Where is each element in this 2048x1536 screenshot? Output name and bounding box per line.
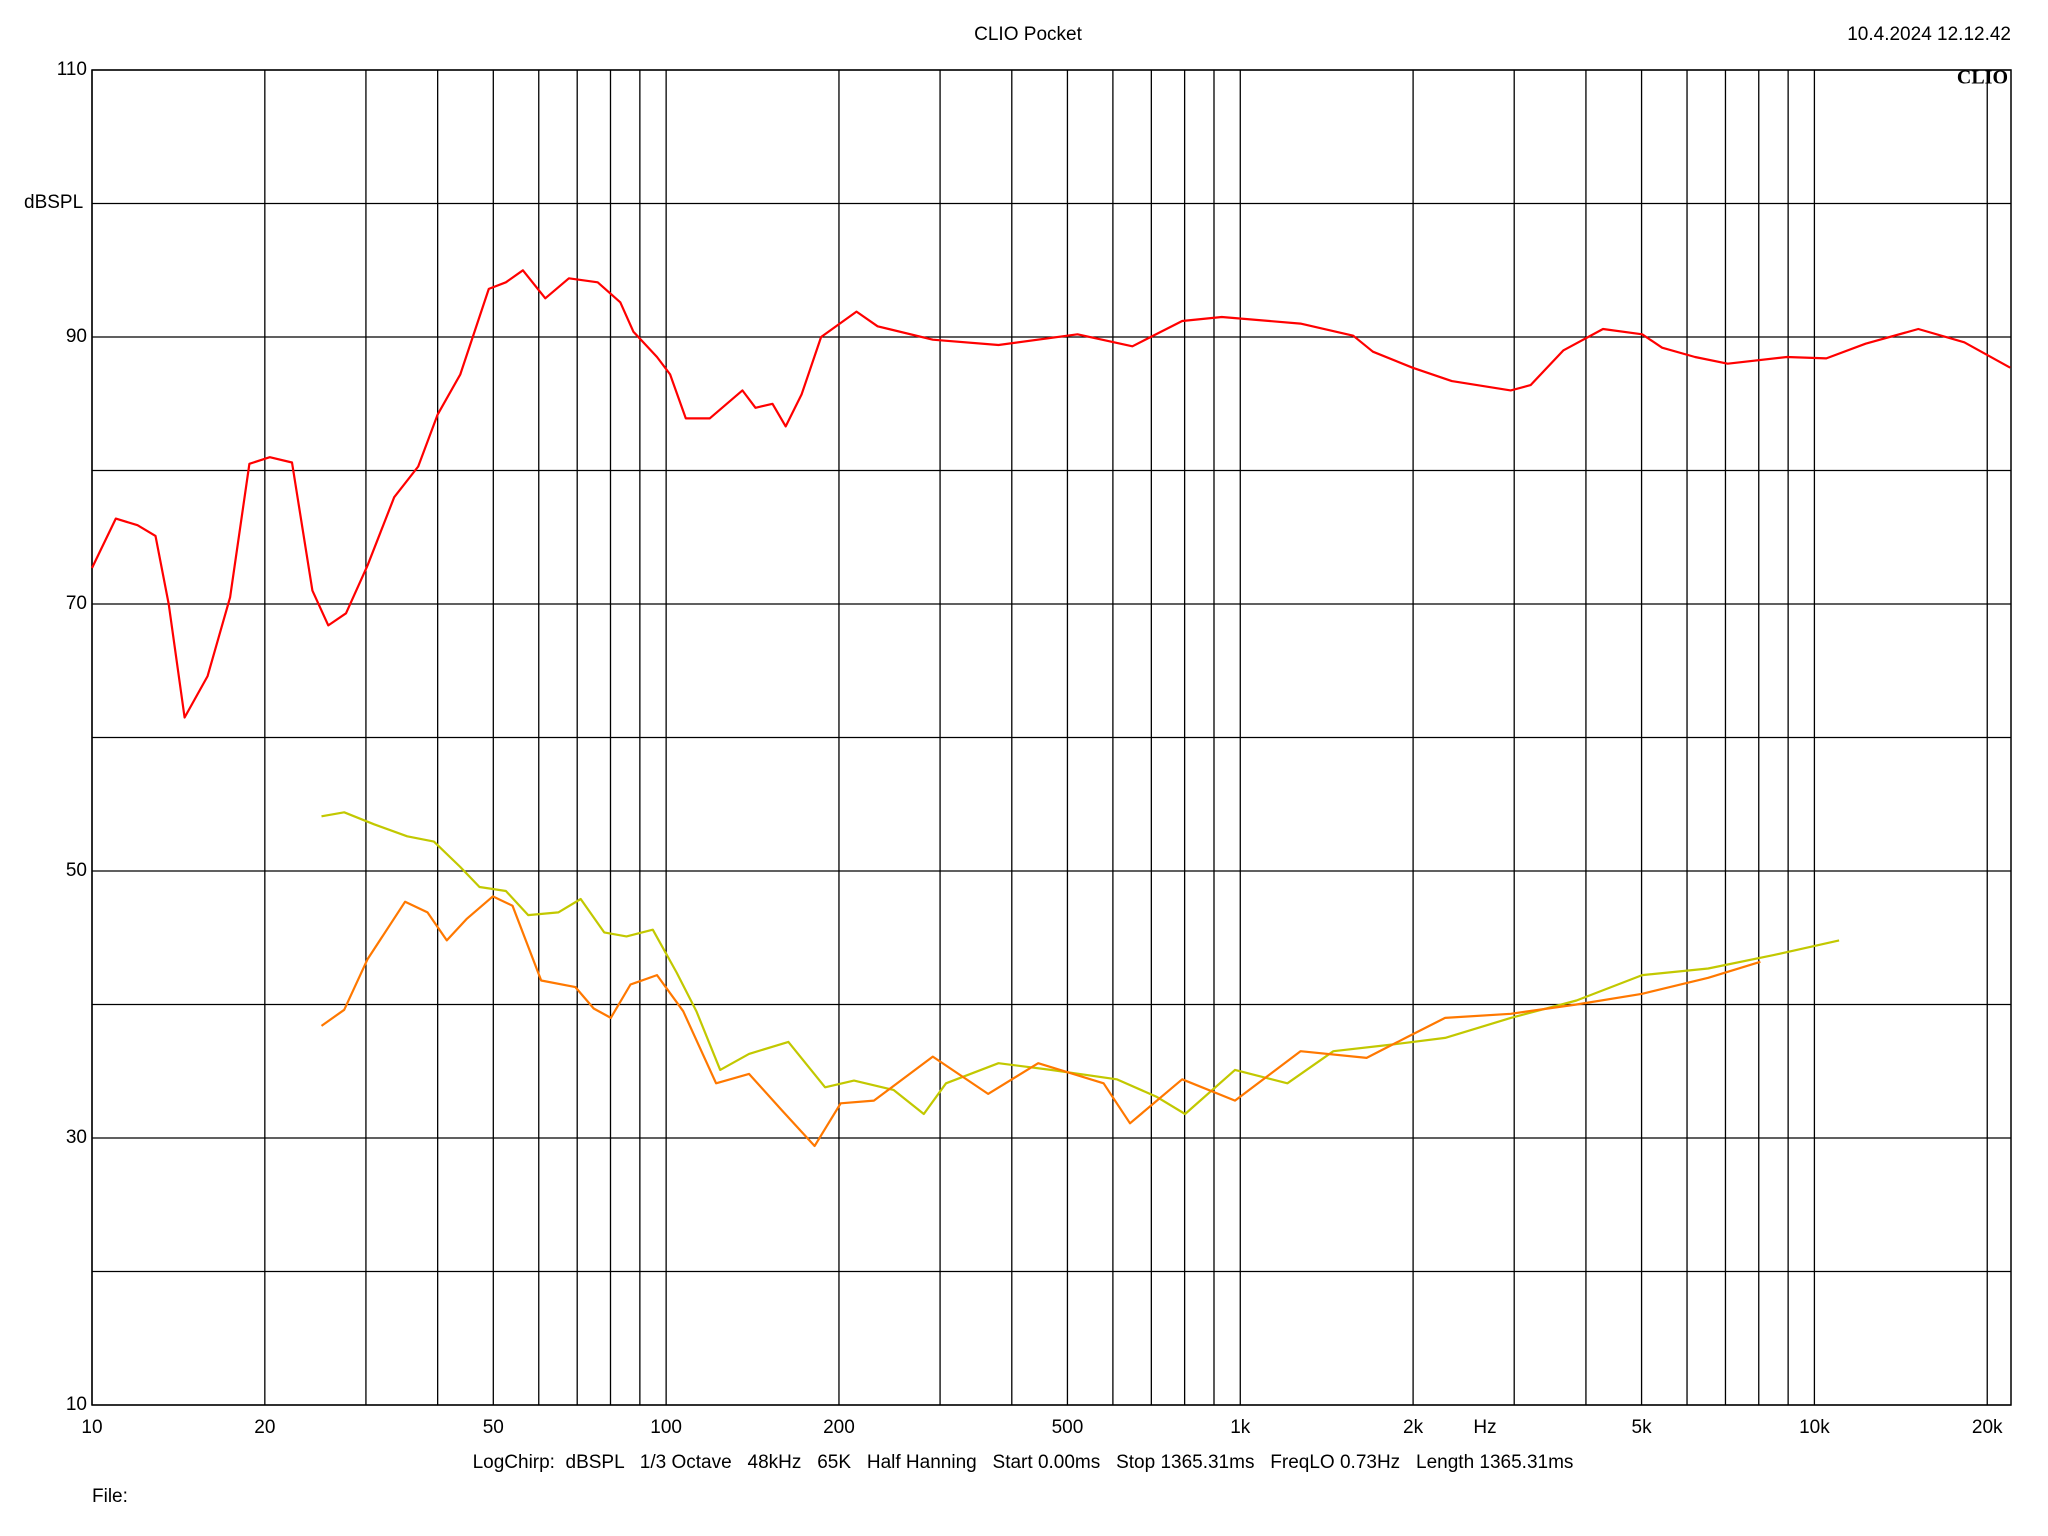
timestamp: 10.4.2024 12.12.42 [1847, 24, 2011, 45]
logo: CLIO [1957, 67, 2008, 89]
y-tick-label: 30 [66, 1127, 87, 1148]
y-tick-label: 110 [57, 59, 87, 80]
footer: LogChirp: dBSPL 1/3 Octave 48kHz 65K Hal… [473, 1452, 1574, 1473]
x-tick-label: 200 [823, 1417, 855, 1438]
x-tick-label: 10k [1799, 1417, 1830, 1438]
y-tick-label: 10 [66, 1394, 87, 1415]
x-tick-label: 100 [650, 1417, 682, 1438]
x-tick-label: 10 [81, 1417, 102, 1438]
x-tick-label: 500 [1052, 1417, 1084, 1438]
x-tick-label: 50 [483, 1417, 504, 1438]
x-tick-label: 5k [1632, 1417, 1653, 1438]
chart-title: CLIO Pocket [974, 24, 1082, 45]
series-line [91, 269, 2011, 719]
x-axis-label: Hz [1473, 1417, 1496, 1438]
x-tick-label: 20 [254, 1417, 275, 1438]
series-line [321, 811, 1840, 1116]
y-tick-label: 90 [66, 326, 87, 347]
plot-frame [91, 69, 2012, 1406]
x-tick-label: 1k [1230, 1417, 1251, 1438]
y-axis-label: dBSPL [24, 192, 83, 213]
file-label: File: [92, 1486, 128, 1507]
series-line [320, 895, 1761, 1148]
y-tick-label: 70 [66, 593, 87, 614]
x-tick-label: 2k [1403, 1417, 1424, 1438]
y-tick-label: 50 [66, 860, 87, 881]
x-tick-label: 20k [1972, 1417, 2003, 1438]
